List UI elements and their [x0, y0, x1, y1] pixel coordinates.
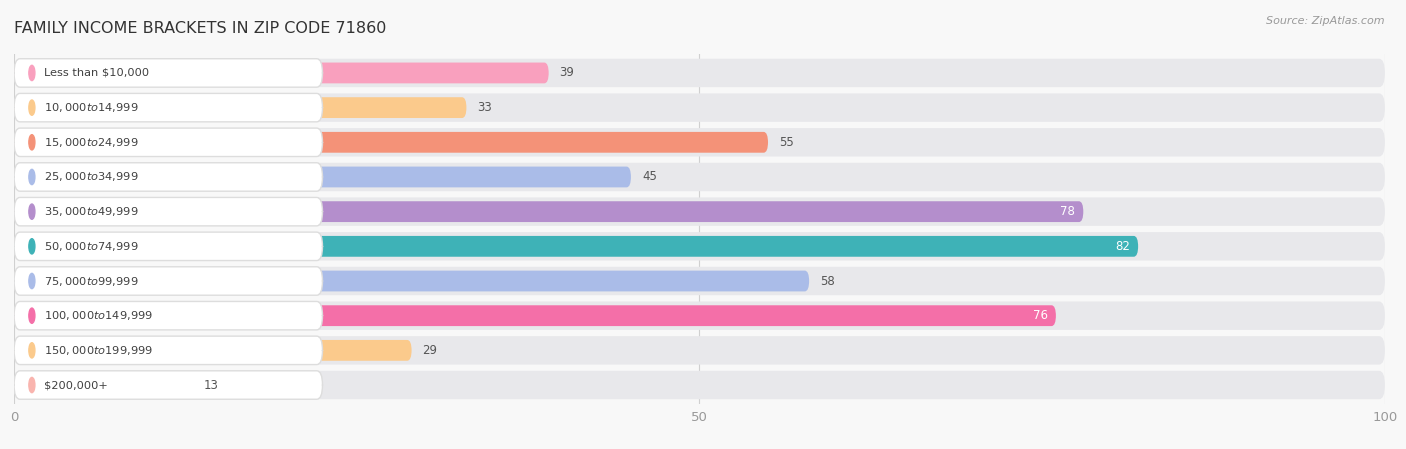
- Text: FAMILY INCOME BRACKETS IN ZIP CODE 71860: FAMILY INCOME BRACKETS IN ZIP CODE 71860: [14, 22, 387, 36]
- Text: $50,000 to $74,999: $50,000 to $74,999: [44, 240, 139, 253]
- FancyBboxPatch shape: [14, 128, 1385, 157]
- FancyBboxPatch shape: [14, 132, 768, 153]
- FancyBboxPatch shape: [14, 163, 322, 191]
- Circle shape: [30, 135, 35, 150]
- FancyBboxPatch shape: [14, 232, 1385, 260]
- FancyBboxPatch shape: [14, 128, 322, 157]
- Text: $150,000 to $199,999: $150,000 to $199,999: [44, 344, 153, 357]
- FancyBboxPatch shape: [14, 336, 322, 365]
- FancyBboxPatch shape: [14, 236, 1139, 257]
- FancyBboxPatch shape: [14, 371, 1385, 399]
- Circle shape: [30, 239, 35, 254]
- FancyBboxPatch shape: [14, 267, 322, 295]
- Text: $100,000 to $149,999: $100,000 to $149,999: [44, 309, 153, 322]
- Text: 82: 82: [1115, 240, 1130, 253]
- Text: $75,000 to $99,999: $75,000 to $99,999: [44, 274, 139, 287]
- Circle shape: [30, 100, 35, 115]
- Circle shape: [30, 343, 35, 358]
- FancyBboxPatch shape: [14, 267, 1385, 295]
- Text: 78: 78: [1060, 205, 1076, 218]
- FancyBboxPatch shape: [14, 163, 1385, 191]
- Text: $25,000 to $34,999: $25,000 to $34,999: [44, 171, 139, 184]
- Text: 55: 55: [779, 136, 794, 149]
- FancyBboxPatch shape: [14, 371, 322, 399]
- Circle shape: [30, 273, 35, 289]
- FancyBboxPatch shape: [14, 301, 1385, 330]
- FancyBboxPatch shape: [14, 305, 1056, 326]
- FancyBboxPatch shape: [14, 340, 412, 361]
- Text: Less than $10,000: Less than $10,000: [44, 68, 149, 78]
- Text: $15,000 to $24,999: $15,000 to $24,999: [44, 136, 139, 149]
- Text: 29: 29: [423, 344, 437, 357]
- FancyBboxPatch shape: [14, 374, 193, 396]
- FancyBboxPatch shape: [14, 62, 548, 84]
- FancyBboxPatch shape: [14, 198, 1385, 226]
- Circle shape: [30, 65, 35, 80]
- FancyBboxPatch shape: [14, 93, 1385, 122]
- FancyBboxPatch shape: [14, 167, 631, 187]
- Text: Source: ZipAtlas.com: Source: ZipAtlas.com: [1267, 16, 1385, 26]
- Text: 33: 33: [478, 101, 492, 114]
- Circle shape: [30, 169, 35, 185]
- FancyBboxPatch shape: [14, 59, 1385, 87]
- FancyBboxPatch shape: [14, 93, 322, 122]
- FancyBboxPatch shape: [14, 198, 322, 226]
- FancyBboxPatch shape: [14, 201, 1084, 222]
- Text: 39: 39: [560, 66, 575, 79]
- FancyBboxPatch shape: [14, 97, 467, 118]
- FancyBboxPatch shape: [14, 271, 810, 291]
- Circle shape: [30, 378, 35, 393]
- Circle shape: [30, 308, 35, 323]
- Text: 13: 13: [204, 379, 218, 392]
- FancyBboxPatch shape: [14, 59, 322, 87]
- Circle shape: [30, 204, 35, 219]
- Text: 58: 58: [820, 274, 835, 287]
- Text: 45: 45: [643, 171, 657, 184]
- FancyBboxPatch shape: [14, 301, 322, 330]
- FancyBboxPatch shape: [14, 336, 1385, 365]
- Text: $200,000+: $200,000+: [44, 380, 108, 390]
- Text: $35,000 to $49,999: $35,000 to $49,999: [44, 205, 139, 218]
- FancyBboxPatch shape: [14, 232, 322, 260]
- Text: $10,000 to $14,999: $10,000 to $14,999: [44, 101, 139, 114]
- Text: 76: 76: [1032, 309, 1047, 322]
